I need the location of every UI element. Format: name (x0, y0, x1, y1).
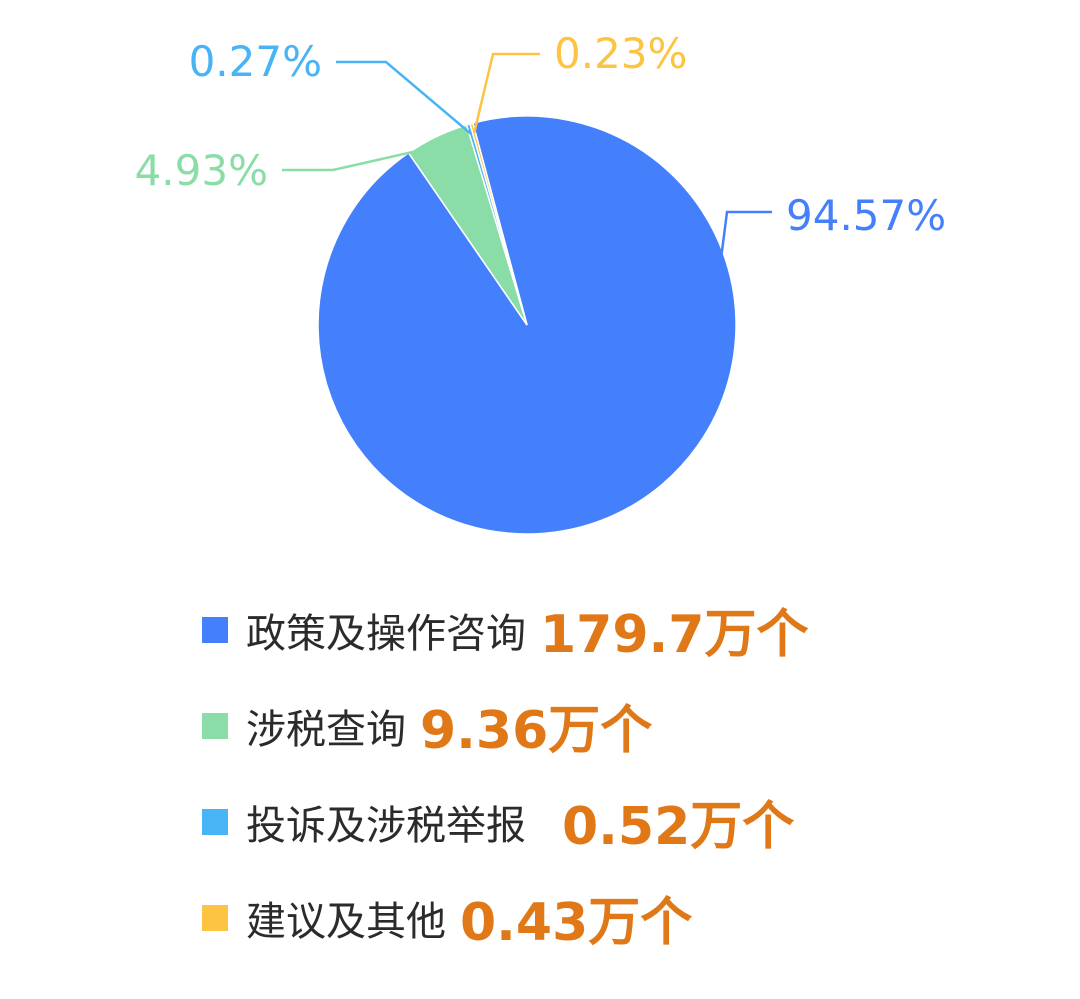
pie-slice-suggestion-other (469, 122, 528, 326)
legend-item-complaint-report: 投诉及涉税举报 0.52万个 (202, 784, 794, 859)
legend-value: 0.52万个 (562, 797, 795, 857)
legend-swatch-suggestion-other (202, 904, 228, 931)
pie-percent-labels: 94.57% 4.93% 0.27% 0.23% (135, 29, 947, 240)
percent-label-suggestion-other: 0.23% (554, 29, 687, 78)
percent-label-complaint-report: 0.27% (189, 37, 322, 86)
percent-label-policy-consulting: 94.57% (786, 191, 946, 240)
pie-chart: 94.57% 4.93% 0.27% 0.23% (135, 29, 947, 535)
legend-value: 0.43万个 (460, 893, 693, 953)
legend-swatch-tax-inquiry (202, 712, 228, 739)
legend-item-policy-consulting: 政策及操作咨询 179.7万个 (202, 592, 808, 667)
pie-leader-lines (282, 52, 772, 299)
legend-label: 建议及其他 (246, 898, 446, 945)
legend-value: 179.7万个 (540, 605, 809, 665)
leader-line-policy-consulting (714, 210, 772, 299)
legend-item-suggestion-other: 建议及其他 0.43万个 (202, 880, 692, 955)
legend-label: 政策及操作咨询 (246, 610, 526, 657)
legend-value: 9.36万个 (420, 701, 653, 761)
leader-line-complaint-report (336, 60, 472, 135)
legend-item-tax-inquiry: 涉税查询 9.36万个 (202, 688, 652, 763)
pie-slices (317, 115, 737, 535)
legend-swatch-policy-consulting (202, 616, 228, 643)
legend-label: 涉税查询 (246, 706, 406, 753)
percent-label-tax-inquiry: 4.93% (135, 146, 268, 195)
legend-swatch-complaint-report (202, 808, 228, 835)
leader-line-tax-inquiry (282, 144, 442, 172)
legend-label: 投诉及涉税举报 (246, 802, 526, 849)
leader-line-suggestion-other (472, 52, 540, 134)
